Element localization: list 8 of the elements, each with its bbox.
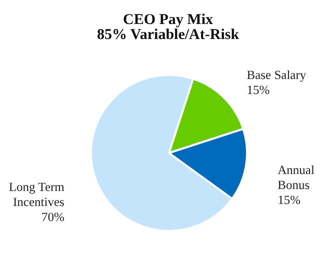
slice-label: Base Salary [246, 68, 307, 82]
data-label: 70% [41, 210, 64, 224]
data-label: 15% [246, 83, 270, 98]
slice-label: Long Term Incentives [8, 180, 65, 209]
chart-title: CEO Pay Mix [123, 12, 214, 28]
slice-label: Annual Bonus [278, 163, 315, 192]
chart-subtitle: 85% Variable/At-Risk [96, 27, 240, 43]
data-label: 15% [278, 193, 301, 208]
